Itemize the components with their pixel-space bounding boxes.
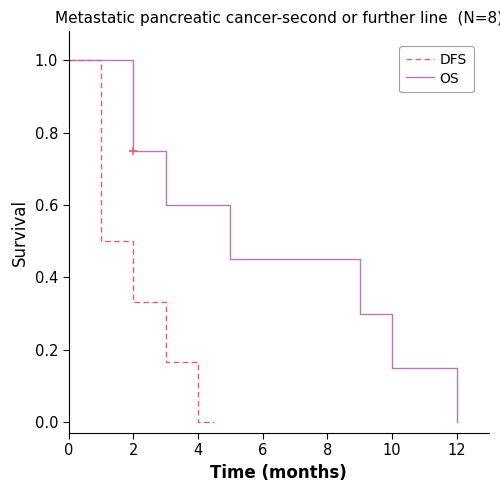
Legend: DFS, OS: DFS, OS [399, 46, 473, 93]
X-axis label: Time (months): Time (months) [210, 464, 347, 482]
Y-axis label: Survival: Survival [11, 199, 29, 266]
Title: Metastatic pancreatic cancer-second or further line  (N=8): Metastatic pancreatic cancer-second or f… [54, 11, 500, 26]
